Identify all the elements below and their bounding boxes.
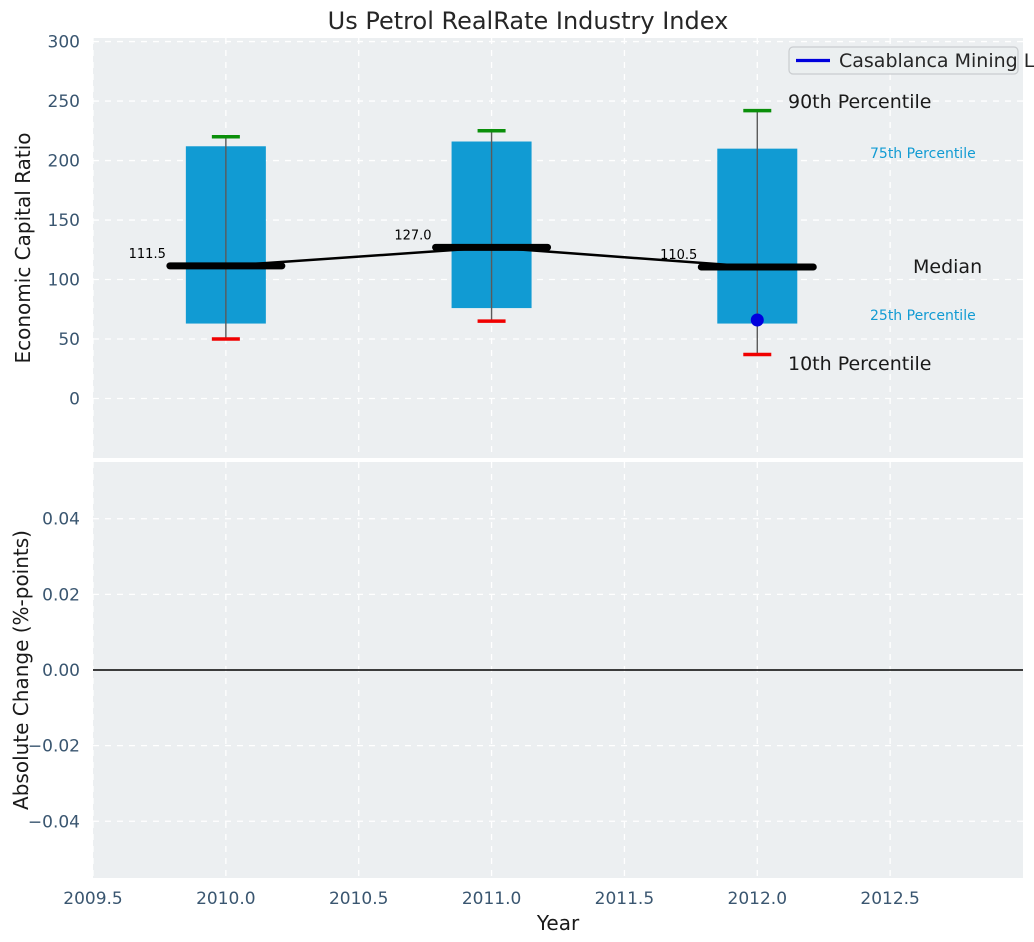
- x-tick-label: 2010.0: [196, 889, 255, 909]
- legend-entry-label: Casablanca Mining Ltd: [839, 50, 1034, 72]
- label-75th-percentile: 75th Percentile: [870, 146, 976, 162]
- bottom-y-tick-label: 0.04: [42, 510, 80, 530]
- tick-labels: 300 250 200 150 100 50 0 0.04 0.02 0.00 −0.02 −0.04…: [28, 33, 920, 909]
- median-value-annotation-2010: 111.5: [129, 247, 166, 262]
- bottom-y-tick-label: 0.00: [42, 661, 80, 681]
- x-tick-label: 2012.5: [860, 889, 919, 909]
- bottom-y-tick-label: −0.02: [28, 737, 80, 757]
- bottom-y-tick-label: 0.02: [42, 585, 80, 605]
- top-y-tick-label: 250: [48, 92, 80, 112]
- label-10th-percentile: 10th Percentile: [788, 353, 931, 375]
- legend[interactable]: Casablanca Mining Ltd: [788, 46, 1034, 75]
- top-y-tick-label: 150: [48, 211, 80, 231]
- top-y-tick-label: 50: [58, 330, 80, 350]
- company-data-point[interactable]: [750, 313, 764, 327]
- label-90th-percentile: 90th Percentile: [788, 91, 931, 113]
- top-y-tick-label: 0: [69, 390, 80, 410]
- top-y-axis-label: Economic Capital Ratio: [11, 132, 35, 363]
- x-axis-label: Year: [536, 911, 580, 935]
- top-y-tick-label: 100: [48, 271, 80, 291]
- bottom-y-axis-label: Absolute Change (%-points): [9, 530, 33, 810]
- x-tick-label: 2011.5: [595, 889, 654, 909]
- label-median: Median: [913, 256, 982, 278]
- top-plot-content: 111.5 127.0 110.5: [129, 108, 817, 357]
- median-value-annotation-2011: 127.0: [394, 228, 431, 243]
- bottom-y-tick-label: −0.04: [28, 812, 80, 832]
- x-tick-label: 2010.5: [329, 889, 388, 909]
- x-tick-label: 2012.0: [728, 889, 787, 909]
- x-tick-label: 2009.5: [63, 889, 122, 909]
- chart-title: Us Petrol RealRate Industry Index: [328, 7, 729, 35]
- x-tick-label: 2011.0: [462, 889, 521, 909]
- top-y-tick-label: 200: [48, 152, 80, 172]
- median-value-annotation-2012: 110.5: [660, 248, 697, 263]
- legend-box: [788, 46, 1019, 75]
- top-y-tick-label: 300: [48, 33, 80, 53]
- label-25th-percentile: 25th Percentile: [870, 308, 976, 324]
